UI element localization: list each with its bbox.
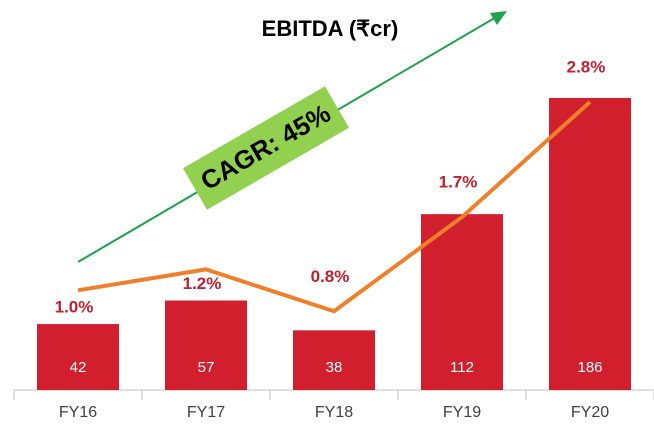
bar [549,97,631,390]
bar-value-label: 38 [326,359,343,376]
x-tick-label: FY20 [571,404,609,421]
chart-title: EBITDA (₹cr) [262,16,399,41]
margin-label: 2.8% [567,57,606,76]
margin-label: 1.7% [439,173,478,192]
cagr-box [182,86,350,210]
margin-label: 1.0% [55,298,94,317]
margin-line [77,100,592,314]
x-tick-label: FY19 [443,404,481,421]
cagr-badge: CAGR: 45% [182,86,350,210]
arrow-head [490,11,507,25]
bar [37,324,119,390]
bar [421,214,503,390]
bar-value-label: 186 [577,359,602,376]
bar [293,330,375,390]
bar-value-label: 42 [70,359,87,376]
bar-value-label: 112 [450,359,474,376]
x-tick-label: FY17 [187,404,225,421]
margin-label: 1.2% [183,274,222,293]
x-tick-label: FY16 [59,404,97,421]
bar-value-label: 57 [198,359,215,376]
margin-label: 0.8% [311,267,350,286]
bar [165,300,247,390]
x-tick-label: FY18 [315,404,353,421]
